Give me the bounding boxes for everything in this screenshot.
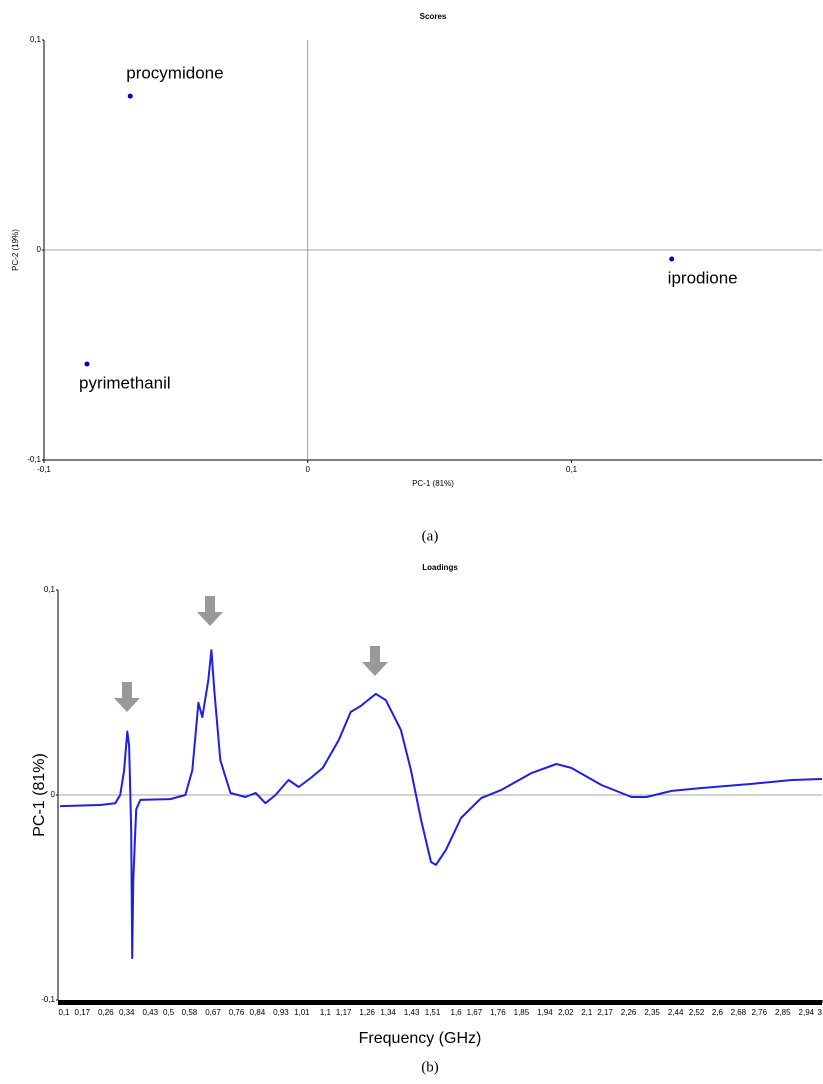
y-tick-label: 0,1 — [30, 35, 42, 44]
x-tick-label: 1,6 — [451, 1008, 463, 1017]
x-tick-label: 2,17 — [597, 1008, 613, 1017]
x-tick-label: 0,17 — [75, 1008, 91, 1017]
x-tick-label: 0,1 — [58, 1008, 70, 1017]
x-tick-label: 0,43 — [142, 1008, 158, 1017]
x-tick-label: 1,17 — [336, 1008, 352, 1017]
y-tick-label: -0,1 — [41, 995, 55, 1004]
x-tick-label: 1,43 — [404, 1008, 420, 1017]
x-tick-label: 0,5 — [163, 1008, 175, 1017]
x-tick-label: 1,85 — [514, 1008, 530, 1017]
point-label: iprodione — [668, 269, 738, 288]
y-tick-label: 0,1 — [44, 585, 56, 594]
caption: (a) — [422, 528, 439, 544]
x-tick-label: -0,1 — [37, 465, 51, 474]
x-tick-label: 0 — [306, 465, 311, 474]
x-tick-label: 2,52 — [689, 1008, 705, 1017]
x-tick-label: 1,34 — [380, 1008, 396, 1017]
x-tick-label: 3 — [818, 1008, 823, 1017]
chart-title: Loadings — [422, 563, 458, 572]
x-tick-label: 2,02 — [558, 1008, 574, 1017]
x-tick-label: 2,44 — [668, 1008, 684, 1017]
x-tick-label: 0,84 — [250, 1008, 266, 1017]
point — [127, 93, 133, 99]
chart-title: Scores — [420, 12, 447, 21]
x-tick-label: 1,26 — [359, 1008, 375, 1017]
point — [84, 361, 90, 367]
x-tick-label: 1,51 — [425, 1008, 441, 1017]
x-tick-label: 1,01 — [294, 1008, 310, 1017]
x-tick-label: 2,68 — [731, 1008, 747, 1017]
arrow — [114, 682, 140, 712]
x-axis — [58, 1000, 822, 1005]
y-tick-label: 0 — [37, 245, 42, 254]
x-tick-label: 0,67 — [205, 1008, 221, 1017]
x-tick-label: 0,76 — [229, 1008, 245, 1017]
x-tick-label: 0,26 — [98, 1008, 114, 1017]
point-label: pyrimethanil — [79, 374, 171, 393]
x-tick-label: 2,26 — [621, 1008, 637, 1017]
x-tick-label: 2,85 — [775, 1008, 791, 1017]
x-tick-label: 0,58 — [182, 1008, 198, 1017]
x-tick-label: 2,94 — [799, 1008, 815, 1017]
arrow — [362, 646, 388, 676]
y-axis-label: PC-1 (81%) — [31, 753, 48, 837]
x-tick-label: 2,6 — [712, 1008, 724, 1017]
point — [669, 256, 675, 262]
x-axis-label: PC-1 (81%) — [412, 479, 454, 488]
y-axis-label: PC-2 (19%) — [11, 229, 20, 271]
x-tick-label: 1,1 — [320, 1008, 332, 1017]
caption: (b) — [421, 1059, 439, 1075]
y-tick-label: 0 — [51, 790, 56, 799]
arrows — [114, 596, 388, 712]
y-tick-label: -0,1 — [27, 455, 41, 464]
point-label: procymidone — [126, 64, 223, 83]
line — [60, 649, 823, 959]
x-tick-label: 0,34 — [119, 1008, 135, 1017]
arrow — [197, 596, 223, 626]
x-tick-label: 1,94 — [537, 1008, 553, 1017]
x-tick-label: 2,76 — [751, 1008, 767, 1017]
x-tick-label: 0,93 — [273, 1008, 289, 1017]
x-tick-label: 0,1 — [566, 465, 578, 474]
x-axis-label: Frequency (GHz) — [359, 1030, 482, 1047]
x-tick-label: 2,35 — [644, 1008, 660, 1017]
x-tick-label: 2,1 — [581, 1008, 593, 1017]
x-tick-label: 1,76 — [490, 1008, 506, 1017]
x-tick-label: 1,67 — [467, 1008, 483, 1017]
